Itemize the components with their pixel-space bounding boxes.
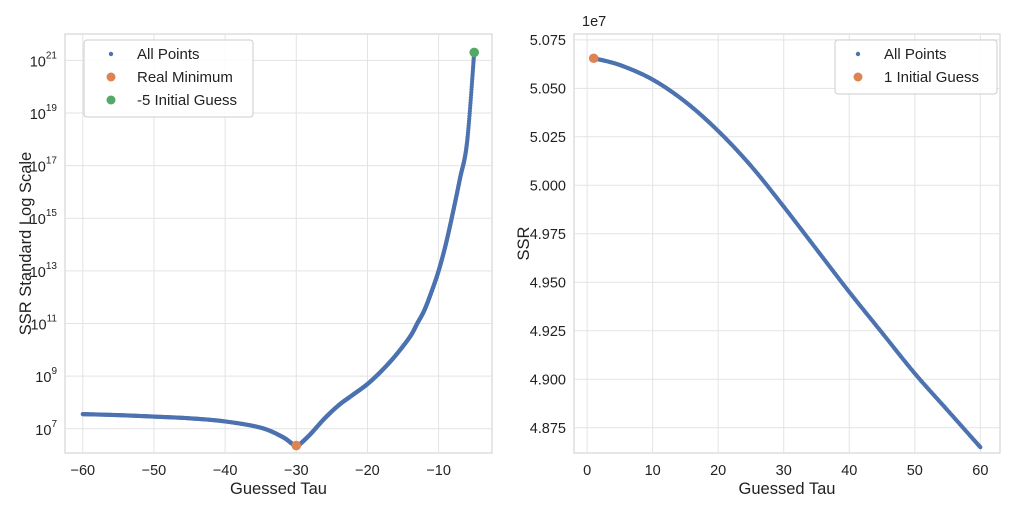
right-y-axis-label: SSR (515, 226, 533, 260)
y-tick-label: 1011 (30, 313, 57, 333)
right-plot-frame (573, 33, 1001, 454)
right-points (588, 53, 983, 450)
left-x-axis-label: Guessed Tau (230, 480, 327, 498)
left-legend: All Points Real Minimum -5 Initial Guess (83, 39, 254, 118)
right-y-ticks: 4.875 4.900 4.925 4.950 4.975 5.000 5.025 5.050… (530, 33, 566, 437)
y-tick-label: 5.050 (530, 81, 566, 97)
left-y-axis-label: SSR Standard Log Scale (17, 152, 35, 335)
x-tick-label: 20 (710, 463, 726, 479)
right-legend: All Points 1 Initial Guess (834, 39, 998, 95)
x-tick-label: −40 (213, 463, 238, 479)
y-tick-label: 5.075 (530, 33, 566, 49)
legend-label-real-minimum: Real Minimum (137, 69, 233, 86)
y-tick-label: 107 (35, 419, 57, 439)
x-tick-label: 40 (841, 463, 857, 479)
data-point-initial-guess (469, 47, 480, 58)
data-point-real-minimum (291, 440, 302, 451)
right-grid (574, 34, 1000, 453)
x-tick-label: −30 (284, 463, 309, 479)
x-tick-label: −60 (70, 463, 95, 479)
right-x-axis-label: Guessed Tau (739, 480, 836, 498)
y-tick-label: 4.975 (530, 227, 566, 243)
x-tick-label: 30 (776, 463, 792, 479)
left-legend-box (83, 39, 254, 118)
legend-label-all-points: All Points (884, 46, 947, 63)
legend-marker-all-points (108, 51, 114, 57)
y-tick-label: 4.950 (530, 275, 566, 291)
right-x-ticks: 0 10 20 30 40 50 60 (583, 463, 988, 479)
legend-marker-initial-guess (106, 95, 116, 105)
legend-label-all-points: All Points (137, 46, 200, 63)
legend-label-initial-guess: -5 Initial Guess (137, 92, 237, 109)
x-tick-label: −10 (426, 463, 451, 479)
x-tick-label: 10 (645, 463, 661, 479)
y-tick-label: 1013 (30, 261, 58, 281)
left-x-ticks: −60 −50 −40 −30 −20 −10 (70, 463, 450, 479)
data-point-initial-guess (588, 53, 599, 64)
legend-marker-initial-guess (853, 72, 863, 82)
legend-label-initial-guess: 1 Initial Guess (884, 69, 979, 86)
y-tick-label: 5.000 (530, 178, 566, 194)
y-tick-label: 109 (35, 366, 57, 386)
right-legend-box (834, 39, 998, 95)
right-y-offset-label: 1e7 (582, 14, 606, 30)
y-tick-label: 4.925 (530, 324, 566, 340)
x-tick-label: −20 (355, 463, 380, 479)
x-tick-label: −50 (142, 463, 167, 479)
y-tick-label: 1015 (30, 208, 58, 228)
y-tick-label: 1021 (30, 50, 58, 70)
y-tick-label: 5.025 (530, 130, 566, 146)
y-tick-label: 4.875 (530, 421, 566, 437)
legend-marker-all-points (855, 51, 861, 57)
legend-marker-real-minimum (106, 72, 116, 82)
y-tick-label: 4.900 (530, 372, 566, 388)
x-tick-label: 50 (907, 463, 923, 479)
left-points (80, 47, 480, 451)
x-tick-label: 0 (583, 463, 591, 479)
y-tick-label: 1017 (30, 156, 58, 176)
left-y-ticks: 107 109 1011 1013 1015 1017 1019 1021 (30, 50, 58, 438)
left-plot-frame (64, 33, 493, 454)
y-tick-label: 1019 (30, 103, 58, 123)
right-chart: 0 10 20 30 40 50 60 4.875 4.900 4.925 4.950 4.975 5… (515, 14, 1001, 498)
left-chart: −60 −50 −40 −30 −20 −10 107 109 1011 1013 1015 101… (17, 33, 493, 498)
x-tick-label: 60 (972, 463, 988, 479)
data-point-all-points (978, 445, 983, 450)
